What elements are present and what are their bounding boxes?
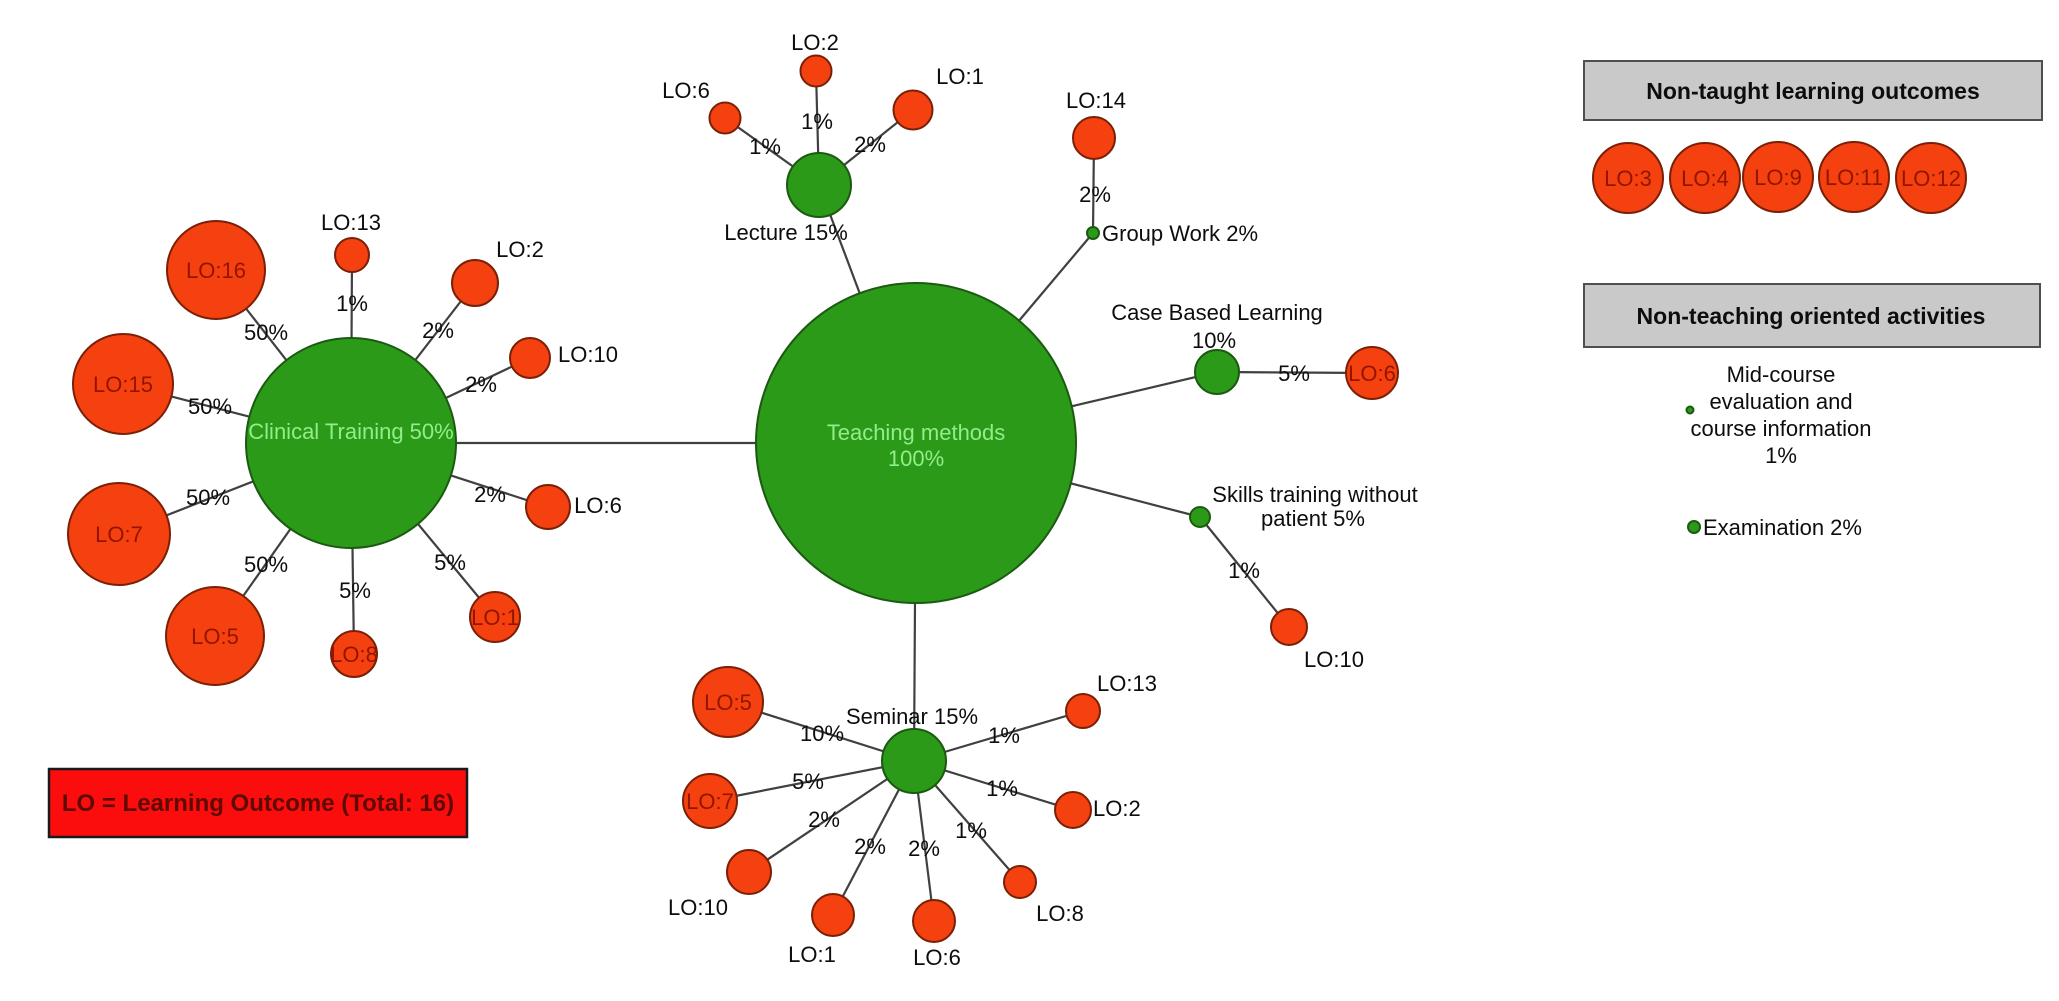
svg-text:50%: 50%: [244, 552, 288, 577]
svg-text:LO:8: LO:8: [1036, 901, 1084, 926]
svg-text:Teaching methods: Teaching methods: [827, 420, 1006, 445]
svg-text:5%: 5%: [792, 769, 824, 794]
svg-text:Clinical Training 50%: Clinical Training 50%: [248, 419, 453, 444]
svg-text:LO:6: LO:6: [662, 78, 710, 103]
svg-text:Case Based Learning: Case Based Learning: [1111, 300, 1323, 325]
svg-text:LO:7: LO:7: [686, 789, 734, 814]
svg-text:LO:8: LO:8: [330, 642, 378, 667]
svg-text:10%: 10%: [800, 721, 844, 746]
svg-text:Group Work 2%: Group Work 2%: [1102, 221, 1258, 246]
svg-text:2%: 2%: [854, 834, 886, 859]
svg-text:LO:10: LO:10: [668, 895, 728, 920]
svg-text:5%: 5%: [339, 578, 371, 603]
svg-text:2%: 2%: [908, 836, 940, 861]
svg-text:Non-teaching oriented activiti: Non-teaching oriented activities: [1637, 303, 1986, 329]
svg-text:10%: 10%: [1192, 328, 1236, 353]
svg-text:100%: 100%: [888, 446, 944, 471]
svg-text:LO:15: LO:15: [93, 372, 153, 397]
svg-text:1%: 1%: [336, 291, 368, 316]
svg-text:2%: 2%: [808, 807, 840, 832]
svg-text:2%: 2%: [1079, 182, 1111, 207]
svg-text:50%: 50%: [244, 320, 288, 345]
svg-text:patient 5%: patient 5%: [1261, 506, 1365, 531]
svg-text:LO:3: LO:3: [1604, 166, 1652, 191]
svg-text:Non-taught learning outcomes: Non-taught learning outcomes: [1646, 78, 1980, 104]
svg-text:1%: 1%: [955, 818, 987, 843]
svg-text:1%: 1%: [1228, 558, 1260, 583]
svg-text:2%: 2%: [422, 318, 454, 343]
svg-text:LO:5: LO:5: [704, 690, 752, 715]
svg-text:LO:10: LO:10: [1304, 647, 1364, 672]
svg-text:LO:9: LO:9: [1754, 165, 1802, 190]
svg-text:2%: 2%: [474, 482, 506, 507]
svg-text:LO:13: LO:13: [1097, 671, 1157, 696]
svg-text:LO:5: LO:5: [191, 624, 239, 649]
svg-text:LO:2: LO:2: [496, 237, 544, 262]
svg-text:2%: 2%: [854, 132, 886, 157]
svg-text:LO:12: LO:12: [1901, 166, 1961, 191]
svg-text:LO:14: LO:14: [1066, 88, 1126, 113]
svg-text:5%: 5%: [1278, 361, 1310, 386]
svg-text:LO:13: LO:13: [321, 210, 381, 235]
svg-text:LO:1: LO:1: [788, 942, 836, 967]
svg-text:LO:2: LO:2: [791, 30, 839, 55]
svg-text:50%: 50%: [186, 485, 230, 510]
svg-text:Seminar 15%: Seminar 15%: [846, 704, 978, 729]
svg-text:LO:6: LO:6: [1348, 361, 1396, 386]
svg-text:LO:2: LO:2: [1093, 796, 1141, 821]
svg-text:evaluation and: evaluation and: [1709, 389, 1852, 414]
svg-text:LO:10: LO:10: [558, 342, 618, 367]
svg-text:1%: 1%: [986, 776, 1018, 801]
svg-text:1%: 1%: [988, 723, 1020, 748]
svg-text:1%: 1%: [801, 109, 833, 134]
svg-text:50%: 50%: [188, 394, 232, 419]
svg-text:LO:11: LO:11: [1825, 165, 1883, 190]
svg-text:2%: 2%: [465, 372, 497, 397]
svg-text:LO = Learning Outcome (Total:: LO = Learning Outcome (Total: 16): [62, 790, 454, 817]
svg-text:Mid-course: Mid-course: [1727, 362, 1836, 387]
svg-text:1%: 1%: [749, 134, 781, 159]
svg-text:LO:1: LO:1: [471, 605, 519, 630]
svg-text:course information: course information: [1691, 416, 1872, 441]
svg-text:LO:6: LO:6: [574, 493, 622, 518]
svg-text:LO:4: LO:4: [1681, 166, 1729, 191]
svg-text:LO:16: LO:16: [186, 258, 246, 283]
svg-text:5%: 5%: [434, 550, 466, 575]
svg-text:LO:1: LO:1: [936, 64, 984, 89]
svg-text:Lecture 15%: Lecture 15%: [724, 220, 848, 245]
svg-text:Skills training without: Skills training without: [1212, 482, 1417, 507]
svg-text:LO:6: LO:6: [913, 945, 961, 970]
svg-text:Examination 2%: Examination 2%: [1703, 515, 1862, 540]
svg-text:LO:7: LO:7: [95, 522, 143, 547]
svg-text:1%: 1%: [1765, 443, 1797, 468]
